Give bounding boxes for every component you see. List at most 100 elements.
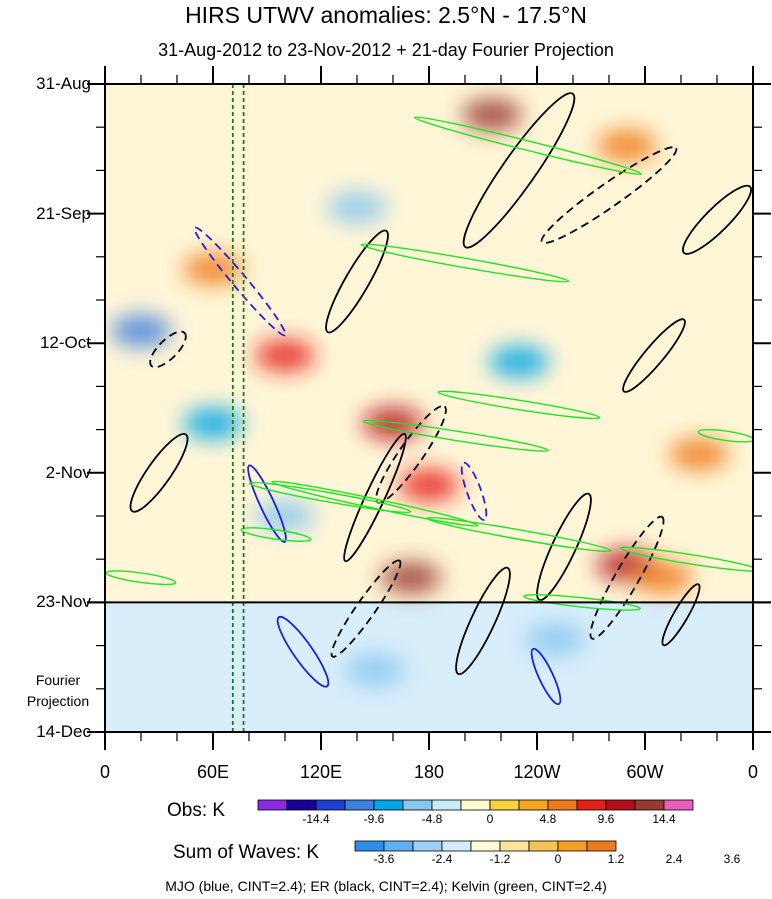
obs-colorbar-tick-label: 14.4	[652, 812, 676, 826]
x-tick-label: 0	[99, 762, 111, 782]
waves-colorbar-box	[354, 840, 385, 852]
waves-colorbar-box	[412, 840, 443, 852]
contour-kelvin	[426, 516, 612, 553]
anomaly-blob	[669, 438, 729, 471]
x-tick-label: 0	[747, 762, 759, 782]
waves-colorbar-tick-label: -3.6	[373, 852, 395, 866]
contour-er	[129, 432, 189, 513]
contour-er	[455, 566, 511, 676]
obs-colorbar-box	[373, 799, 404, 811]
x-tick-label: 120E	[299, 762, 343, 782]
obs-colorbar-tick-label: -14.4	[302, 812, 330, 826]
contour-kelvin	[619, 546, 753, 572]
obs-colorbar-tick-label: -9.6	[363, 812, 385, 826]
contour-er	[661, 583, 701, 647]
obs-colorbar-box	[344, 799, 375, 811]
contour-er	[343, 432, 407, 563]
obs-colorbar-tick-label: -4.8	[421, 812, 443, 826]
anomaly-blob	[363, 407, 423, 440]
contour-er	[330, 559, 402, 658]
anomaly-blob	[525, 623, 585, 656]
contour-kelvin	[360, 243, 570, 283]
wave-contours	[105, 84, 753, 732]
contour-er	[622, 318, 686, 393]
anomaly-field	[105, 84, 753, 732]
contour-kelvin	[248, 481, 412, 514]
projection-label-line2: Projection	[26, 693, 90, 709]
contour-kelvin	[105, 570, 177, 586]
x-tick-label: 180	[413, 762, 445, 782]
obs-colorbar-box	[605, 799, 636, 811]
contour-mjo	[247, 464, 287, 543]
waves-colorbar-tick-label: -2.4	[431, 852, 453, 866]
x-tick-label: 60W	[626, 762, 664, 782]
anomaly-blobs	[111, 98, 729, 687]
anomaly-blob	[327, 191, 387, 224]
waves-colorbar-box	[383, 840, 414, 852]
contour-kelvin	[523, 594, 641, 611]
anomaly-blob	[345, 654, 405, 687]
waves-colorbar-box	[586, 840, 617, 852]
obs-colorbar-tick-label: 0	[486, 812, 494, 826]
obs-colorbar-box	[576, 799, 607, 811]
anomaly-blob	[183, 407, 243, 440]
x-tick-label: 120W	[513, 762, 561, 782]
anomaly-blob	[633, 561, 693, 594]
obs-colorbar-box	[402, 799, 433, 811]
obs-colorbar-box	[547, 799, 578, 811]
contour-er	[462, 92, 576, 249]
colorbars	[257, 799, 694, 852]
contour-er	[540, 146, 678, 244]
plot-axes	[87, 66, 771, 750]
obs-colorbar-box	[634, 799, 665, 811]
anomaly-blob	[399, 469, 459, 502]
anomaly-blob	[462, 98, 522, 131]
waves-colorbar-box	[441, 840, 472, 852]
waves-colorbar-label: Sum of Waves: K	[173, 842, 320, 863]
anomaly-blob	[255, 339, 315, 372]
waves-colorbar-box	[499, 840, 530, 852]
contour-mjo	[276, 615, 330, 688]
contour-er	[325, 229, 389, 334]
waves-colorbar-tick-label: -1.2	[489, 852, 511, 866]
contour-mjo	[460, 461, 488, 521]
projection-background	[105, 602, 753, 732]
waves-colorbar-tick-label: 2.4	[665, 852, 683, 866]
anomaly-blob	[489, 345, 549, 378]
obs-colorbar-box	[431, 799, 462, 811]
footer-legend: MJO (blue, CINT=2.4); ER (black, CINT=2.…	[165, 878, 607, 894]
contour-er	[536, 492, 592, 602]
contour-kelvin	[437, 390, 601, 420]
contour-kelvin	[697, 429, 753, 443]
obs-colorbar-label: Obs: K	[167, 800, 226, 821]
obs-colorbar-box	[315, 799, 346, 811]
anomaly-blob	[111, 314, 171, 347]
field-background	[105, 84, 753, 603]
waves-colorbar-box	[528, 840, 559, 852]
y-tick-label: 2-Nov	[45, 462, 91, 482]
anomaly-blob	[255, 500, 315, 532]
waves-colorbar-tick-label: 0	[554, 852, 562, 866]
obs-colorbar-box	[257, 799, 288, 811]
obs-colorbar-box	[663, 799, 694, 811]
waves-colorbar-box	[470, 840, 501, 852]
chart-title: HIRS UTWV anomalies: 2.5°N - 17.5°N	[185, 2, 587, 28]
anomaly-blob	[381, 561, 441, 594]
obs-colorbar-tick-label: 9.6	[597, 812, 615, 826]
y-tick-label: 31-Aug	[36, 74, 91, 93]
obs-colorbar-tick-label: 4.8	[539, 812, 557, 826]
contour-er	[149, 330, 187, 369]
contour-er	[681, 184, 753, 255]
x-tick-label: 60E	[196, 762, 230, 782]
waves-colorbar-tick-label: 1.2	[607, 852, 625, 866]
obs-colorbar-box	[489, 799, 520, 811]
chart-subtitle: 31-Aug-2012 to 23-Nov-2012 + 21-day Four…	[158, 40, 614, 60]
y-tick-label: 12-Oct	[39, 333, 91, 353]
waves-colorbar-tick-label: 3.6	[723, 852, 741, 866]
obs-colorbar-box	[518, 799, 549, 811]
y-tick-label: 21-Sep	[36, 203, 91, 223]
contour-mjo	[193, 226, 287, 337]
obs-colorbar-box	[286, 799, 317, 811]
contour-kelvin	[362, 419, 550, 452]
